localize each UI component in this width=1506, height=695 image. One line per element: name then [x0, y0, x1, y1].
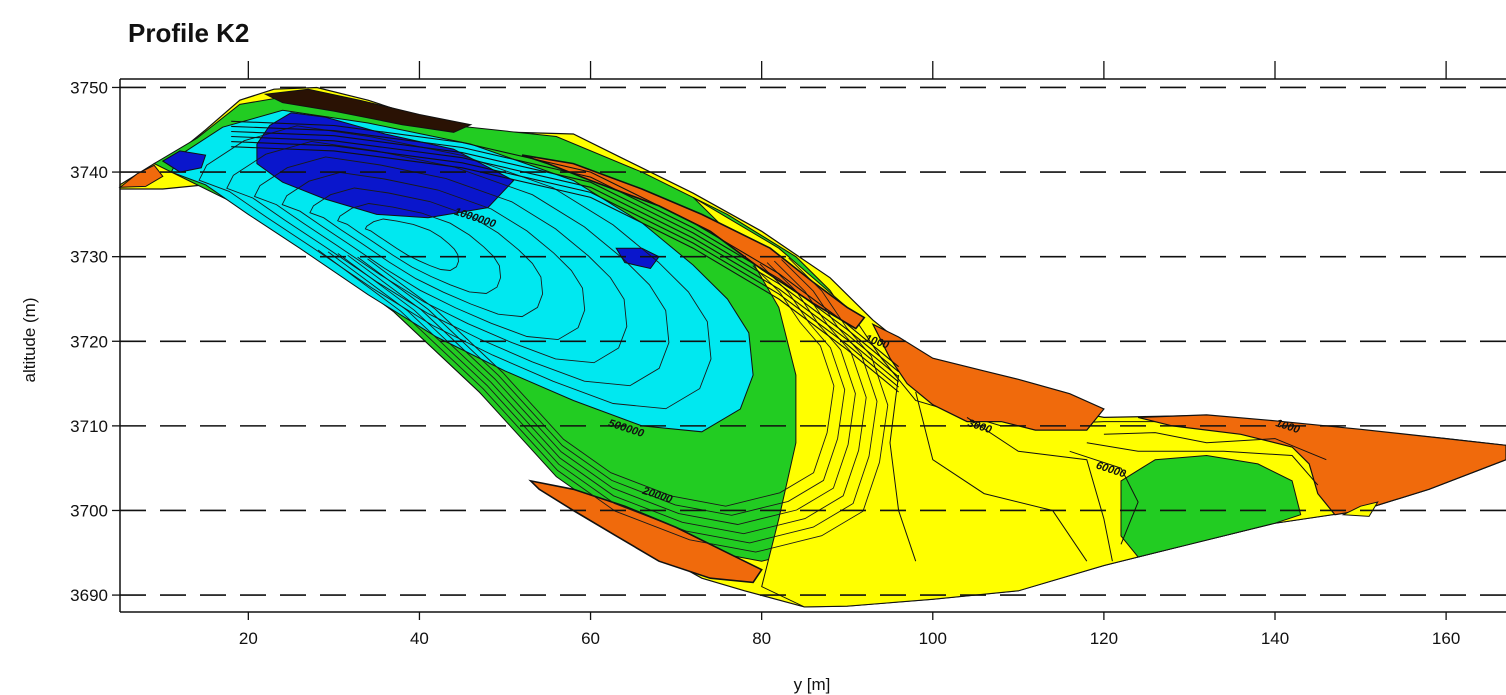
contour-fills [118, 86, 1506, 608]
contour-line [231, 130, 899, 378]
region-blue-spot [615, 247, 660, 270]
x-tick-label: 40 [410, 629, 429, 648]
contour-line [337, 253, 867, 535]
x-axis-label: y [m] [794, 675, 831, 694]
region-orange-left [118, 164, 164, 188]
contour-line [231, 125, 899, 373]
contour-line [1069, 450, 1139, 545]
x-tick-label: 100 [919, 629, 947, 648]
contour-line [364, 218, 459, 271]
contour-line [337, 203, 502, 294]
contour-line [1086, 442, 1319, 486]
region-yellow-spot [1341, 501, 1379, 517]
x-tick-label: 140 [1261, 629, 1289, 648]
x-tick-label: 120 [1090, 629, 1118, 648]
contour-line [357, 256, 846, 516]
x-tick-label: 60 [581, 629, 600, 648]
contour-line [231, 146, 899, 393]
contour-line [309, 187, 544, 318]
x-tick-label: 20 [239, 629, 258, 648]
region-orange-right [1137, 414, 1506, 516]
contour-line [231, 135, 899, 383]
contour-line [367, 258, 835, 507]
contour-line [198, 125, 712, 410]
contour-line [966, 416, 1113, 562]
y-tick-label: 3700 [70, 501, 108, 520]
x-tick-label: 80 [752, 629, 771, 648]
contour-line [889, 375, 917, 562]
x-tick-label: 160 [1432, 629, 1460, 648]
region-blue-small [161, 150, 207, 173]
region-green-right [1120, 454, 1302, 558]
y-tick-label: 3690 [70, 586, 108, 605]
y-tick-label: 3710 [70, 417, 108, 436]
chart-title: Profile K2 [128, 18, 249, 48]
contour-line [327, 251, 878, 544]
contour-lines [198, 120, 1327, 562]
region-blue [256, 112, 515, 219]
contour-line [226, 140, 670, 387]
contour-line [1103, 432, 1327, 461]
region-orange-mid [871, 322, 1105, 431]
y-axis-label: altitude (m) [20, 297, 39, 382]
contour-line [231, 120, 899, 368]
y-tick-label: 3750 [70, 78, 108, 97]
contour-line [253, 156, 628, 364]
y-tick-label: 3720 [70, 332, 108, 351]
contour-line [317, 249, 889, 553]
y-tick-label: 3730 [70, 248, 108, 267]
y-tick-label: 3740 [70, 163, 108, 182]
contour-line [231, 141, 899, 388]
x-axis: 20 40 60 80 100 120 140 160 [239, 61, 1460, 648]
contour-line [281, 171, 586, 341]
contour-line [347, 254, 856, 525]
grid-lines [120, 86, 1506, 596]
contour-line [915, 391, 1088, 562]
region-dark-top [263, 88, 473, 133]
y-axis: 3690 3700 3710 3720 3730 3740 3750 [70, 78, 120, 605]
